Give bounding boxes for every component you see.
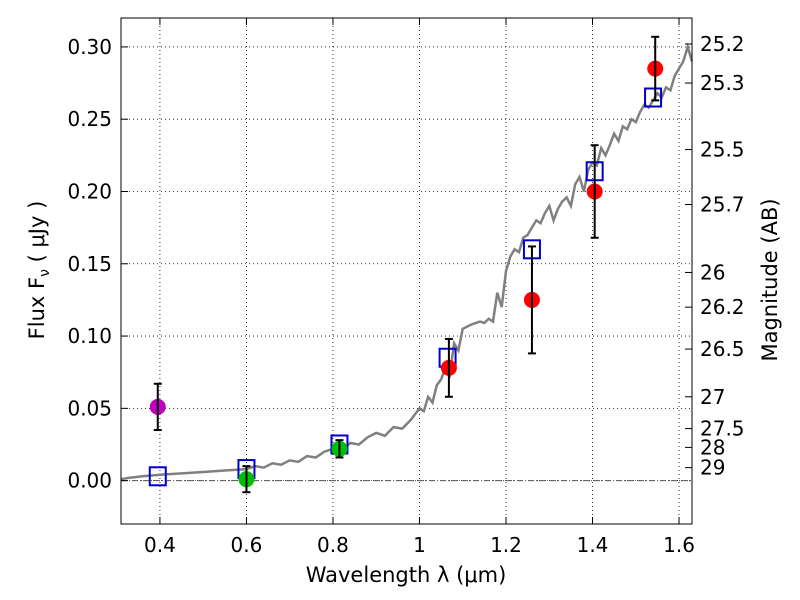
y-axis-ticks: 0.00 0.05 0.10 0.15 0.20 0.25 0.30 (67, 35, 128, 493)
x-tick-label: 1.2 (490, 533, 522, 557)
magnitude-tick-label: 25.2 (700, 32, 745, 56)
x-axis-label: Wavelength λ (μm) (306, 563, 507, 587)
measurement-point (331, 439, 348, 459)
magnitude-tick-label: 25.7 (700, 192, 745, 216)
y-tick-label: 0.00 (67, 469, 112, 493)
x-tick-label: 0.8 (317, 533, 349, 557)
x-tick-label: 0.4 (144, 533, 176, 557)
photometry-box (644, 87, 663, 108)
y-tick-label: 0.20 (67, 179, 112, 203)
y2-axis-label: Magnitude (AB) (758, 198, 782, 361)
y-axis-label-main: Flux F (25, 277, 49, 339)
measurement-point (523, 245, 540, 355)
magnitude-tick-label: 29 (700, 456, 725, 480)
magnitude-tick-label: 26.5 (700, 337, 745, 361)
y-tick-label: 0.25 (67, 107, 112, 131)
model-spectrum-line (120, 42, 694, 481)
magnitude-tick-label: 25.5 (700, 138, 745, 162)
x-tick-label: 1.6 (663, 533, 695, 557)
x-axis-ticks: 0.4 0.6 0.8 1 1.2 1.4 1.6 (144, 18, 695, 557)
y-tick-label: 0.15 (67, 252, 112, 276)
magnitude-tick-label: 26.2 (700, 295, 745, 319)
y-tick-label: 0.10 (67, 324, 112, 348)
y-axis-label-subscript: ν (37, 269, 53, 277)
photometry-box (148, 466, 167, 487)
measurement-point (586, 144, 603, 239)
y-tick-label: 0.30 (67, 35, 112, 59)
measurement-point (238, 465, 255, 494)
y-axis-label: Flux Fν ( μJy ) (25, 201, 53, 340)
measurement-point (149, 382, 166, 432)
magnitude-tick-label: 25.3 (700, 71, 745, 95)
y-axis-label-unit: ( μJy ) (25, 201, 49, 269)
magnitude-tick-label: 26 (700, 260, 725, 284)
measurement-point (647, 35, 664, 102)
magnitude-tick-label: 27.5 (700, 417, 745, 441)
measurement-points (149, 35, 664, 494)
magnitude-tick-label: 28 (700, 435, 725, 459)
x-tick-label: 1 (413, 533, 426, 557)
magnitude-tick-label: 27 (700, 385, 725, 409)
y-tick-label: 0.05 (67, 396, 112, 420)
grid-lines (121, 18, 692, 524)
x-tick-label: 0.6 (231, 533, 263, 557)
measurement-point (440, 337, 457, 398)
x-tick-label: 1.4 (577, 533, 609, 557)
plot-frame (120, 17, 693, 525)
